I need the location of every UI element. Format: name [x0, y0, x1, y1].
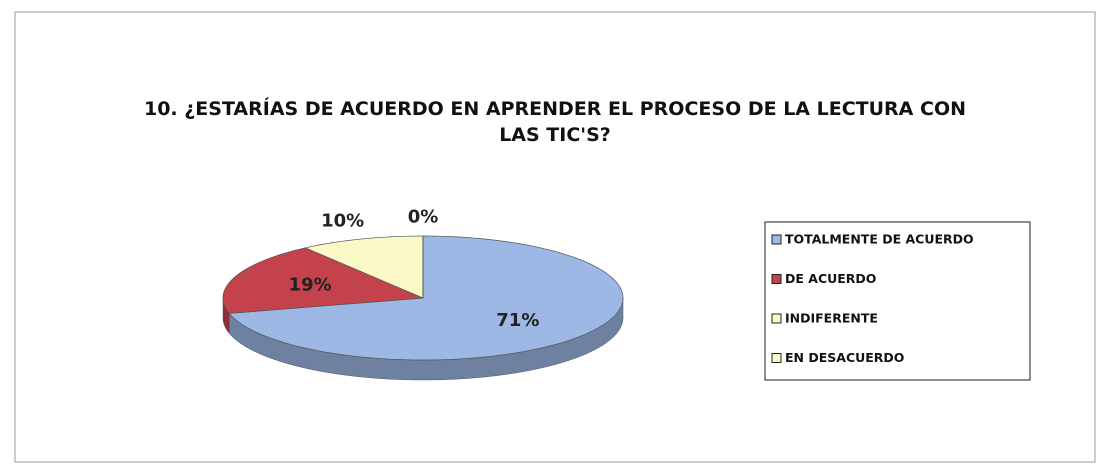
data-label: 19% [289, 274, 332, 295]
pie-slice [222, 247, 424, 314]
data-label: 10% [321, 210, 364, 231]
legend-label: TOTALMENTE DE ACUERDO [785, 232, 974, 247]
legend-swatch [771, 234, 782, 245]
data-label: 0% [408, 206, 439, 227]
pie-slice [228, 235, 624, 361]
chart-border [14, 11, 1096, 463]
legend-label: INDIFERENTE [785, 311, 878, 326]
pie-slice [304, 235, 424, 299]
legend-label: DE ACUERDO [785, 271, 876, 286]
data-label: 71% [496, 310, 539, 331]
legend-swatch [771, 313, 782, 324]
legend-swatch [771, 274, 782, 284]
legend-label: EN DESACUERDO [785, 350, 904, 365]
legend-box [764, 221, 1031, 381]
chart-title: 10. ¿ESTARÍAS DE ACUERDO EN APRENDER EL … [143, 98, 966, 146]
legend-swatch [771, 353, 782, 363]
